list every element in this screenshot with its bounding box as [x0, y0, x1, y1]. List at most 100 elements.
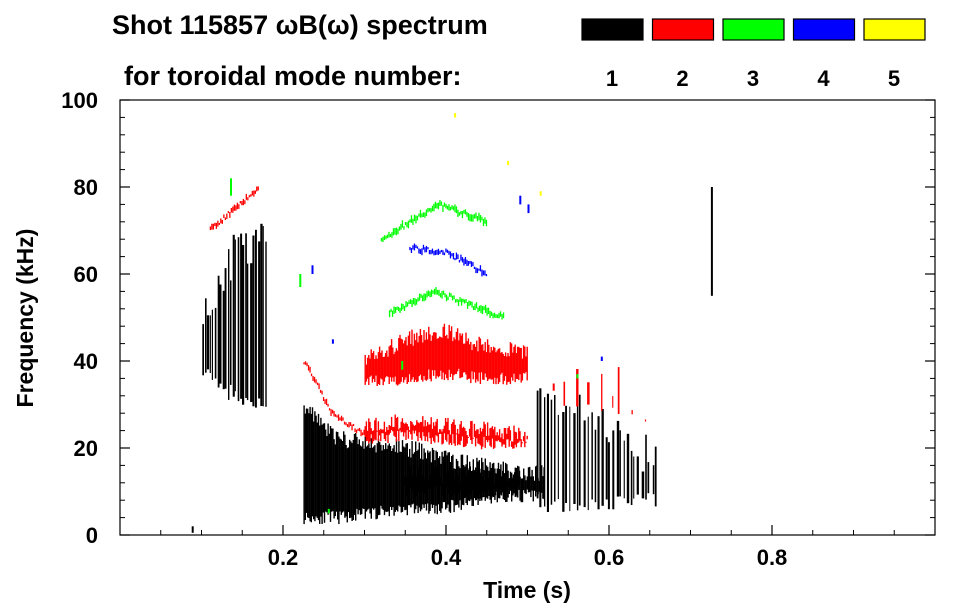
band-column [524, 431, 526, 448]
band-column [367, 445, 369, 510]
band-column [347, 447, 350, 513]
band-column [531, 469, 533, 491]
band-column [468, 344, 471, 379]
curve-segment [395, 227, 398, 236]
band-column [521, 442, 524, 444]
curve-segment [465, 299, 467, 303]
curve-segment [420, 293, 422, 298]
band-column [428, 326, 430, 370]
band-column [382, 429, 384, 434]
spike [597, 416, 600, 510]
band-column [464, 428, 466, 447]
band-column [424, 420, 426, 441]
plot-area: 0 20 40 60 80 100 0.2 0.4 0.6 0.8 [61, 88, 936, 570]
band-column [409, 466, 411, 488]
curve-segment [358, 427, 361, 432]
band-column [507, 353, 509, 383]
band-column [405, 337, 407, 378]
curve-segment [439, 250, 441, 254]
band-column [477, 429, 479, 444]
band-column [516, 483, 518, 498]
band-column [368, 443, 370, 509]
curve-segment [389, 233, 392, 238]
band-column [437, 432, 440, 443]
band-column [446, 479, 449, 498]
curve-segment [478, 305, 481, 312]
curve-segment [220, 218, 222, 224]
spike [616, 420, 620, 497]
curve-segment [464, 209, 467, 215]
curve-segment [342, 417, 344, 421]
spike [612, 430, 615, 510]
curve-segment [357, 428, 359, 431]
band-column [383, 356, 386, 382]
band-column [504, 428, 507, 448]
band-column [414, 340, 417, 380]
band-column [416, 474, 419, 490]
curve-segment [443, 202, 446, 207]
curve-segment [424, 247, 426, 253]
band-column [489, 352, 491, 379]
band-column [452, 422, 454, 435]
band-column [470, 472, 473, 496]
point-mark [299, 274, 302, 288]
curve-segment [475, 302, 478, 309]
point-mark [401, 361, 404, 370]
band-column [502, 439, 504, 445]
spike [587, 416, 589, 511]
curve-segment [466, 211, 468, 217]
band-column [488, 435, 490, 441]
band-column [442, 428, 444, 444]
curve-segment [438, 289, 440, 296]
curve-segment [428, 208, 431, 212]
band-column [422, 342, 424, 382]
band-column [411, 422, 413, 440]
curve-segment [485, 274, 488, 277]
curve-segment [452, 206, 455, 211]
point-mark [331, 339, 334, 344]
band-column [338, 436, 340, 525]
band-column [529, 466, 531, 493]
band-column [466, 435, 468, 444]
band-column [533, 480, 536, 491]
band-column [368, 355, 370, 385]
band-column [472, 437, 474, 439]
band-column [522, 436, 525, 442]
curve-segment [469, 260, 471, 264]
band-column [506, 433, 508, 440]
curve-segment [324, 399, 326, 404]
spike [260, 223, 263, 406]
band-column [420, 422, 423, 441]
spike [224, 268, 227, 389]
curve-segment [446, 249, 449, 253]
spike [601, 373, 603, 412]
band-column [435, 332, 437, 379]
band-column [351, 443, 353, 521]
band-column [486, 339, 489, 381]
curve-segment [479, 265, 482, 272]
band-column [353, 433, 356, 515]
band-column [506, 485, 509, 495]
curve-segment [229, 212, 231, 218]
curve-segment [321, 390, 323, 395]
curve-segment [460, 298, 463, 306]
band-column [486, 473, 488, 493]
band-column [518, 470, 521, 488]
band-column [380, 428, 382, 442]
band-column [491, 350, 494, 380]
band-column [458, 340, 460, 369]
curve-segment [406, 222, 408, 228]
band-column [469, 466, 471, 495]
curve-segment [495, 314, 497, 318]
spike [631, 410, 633, 415]
band-column [511, 479, 513, 489]
band-column [402, 343, 405, 383]
band-column [315, 415, 317, 517]
band-column [489, 428, 491, 446]
band-column [460, 481, 462, 490]
point-mark [527, 204, 530, 214]
point-mark [539, 191, 542, 196]
curve-segment [235, 205, 237, 211]
curve-segment [476, 268, 479, 274]
band-column [442, 326, 444, 373]
